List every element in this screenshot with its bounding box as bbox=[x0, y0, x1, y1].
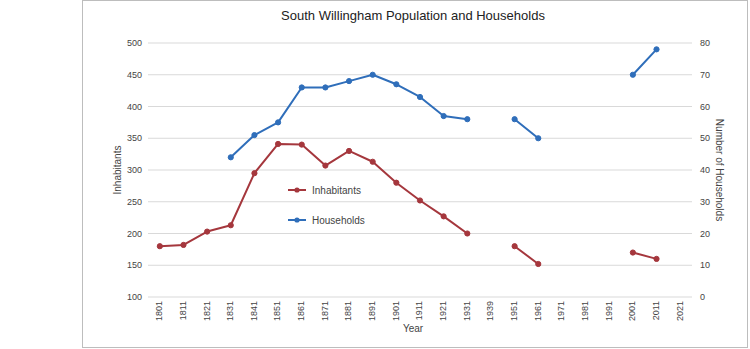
x-tick-label: 1811 bbox=[178, 301, 188, 320]
y-tick-label: 400 bbox=[127, 102, 142, 112]
x-tick-label: 1951 bbox=[509, 301, 519, 321]
y2-tick-label: 80 bbox=[700, 38, 710, 48]
y2-tick-label: 60 bbox=[700, 102, 710, 112]
series-marker bbox=[630, 72, 635, 77]
series-marker bbox=[275, 120, 280, 125]
grid-line bbox=[148, 43, 692, 44]
y-tick-label: 450 bbox=[127, 70, 142, 80]
x-tick-label: 1861 bbox=[296, 301, 306, 321]
y2-axis-label: Number of Households bbox=[714, 119, 725, 221]
y2-tick-label: 30 bbox=[700, 197, 710, 207]
series-marker bbox=[465, 231, 470, 236]
series-marker bbox=[536, 136, 541, 141]
grid-line bbox=[148, 138, 692, 139]
y-axis-label: Inhabitants bbox=[112, 146, 123, 195]
series-marker bbox=[252, 132, 257, 137]
x-axis-label: Year bbox=[403, 323, 424, 334]
series-line bbox=[231, 49, 657, 157]
y2-tick-label: 10 bbox=[700, 260, 710, 270]
y2-tick-label: 20 bbox=[700, 229, 710, 239]
series-marker bbox=[370, 72, 375, 77]
series-marker bbox=[323, 163, 328, 168]
legend-label: Inhabitants bbox=[312, 185, 361, 196]
chart: South Willingham Population and Househol… bbox=[0, 0, 750, 349]
x-tick-label: 1921 bbox=[438, 301, 448, 321]
x-tick-label: 1851 bbox=[272, 301, 282, 321]
plot-area bbox=[157, 47, 659, 267]
x-tick-label: 1991 bbox=[604, 301, 614, 321]
y-tick-label: 350 bbox=[127, 133, 142, 143]
series-marker bbox=[181, 242, 186, 247]
grid-line bbox=[148, 233, 692, 234]
x-tick-label: 1831 bbox=[225, 301, 235, 321]
x-tick-label: 1971 bbox=[556, 301, 566, 321]
x-tick-label: 1881 bbox=[343, 301, 353, 321]
series-marker bbox=[157, 244, 162, 249]
y-tick-label: 500 bbox=[127, 38, 142, 48]
x-tick-label: 2001 bbox=[627, 301, 637, 321]
series-marker bbox=[654, 47, 659, 52]
series-marker bbox=[441, 113, 446, 118]
y-tick-label: 150 bbox=[127, 260, 142, 270]
legend-label: Households bbox=[312, 215, 365, 226]
x-tick-label: 1801 bbox=[154, 301, 164, 321]
series-marker bbox=[323, 85, 328, 90]
grid-line bbox=[148, 106, 692, 107]
series-marker bbox=[394, 180, 399, 185]
series-marker bbox=[299, 142, 304, 147]
y2-tick-label: 70 bbox=[700, 70, 710, 80]
x-tick-label: 2021 bbox=[675, 301, 685, 321]
y-tick-label: 100 bbox=[127, 292, 142, 302]
title: South Willingham Population and Househol… bbox=[281, 8, 545, 23]
y-tick-label: 250 bbox=[127, 197, 142, 207]
x-tick-label: 1961 bbox=[533, 301, 543, 321]
x-tick-label: 1931 bbox=[462, 301, 472, 321]
series-marker bbox=[394, 82, 399, 87]
series-marker bbox=[654, 256, 659, 261]
series-marker bbox=[370, 159, 375, 164]
series-marker bbox=[465, 117, 470, 122]
x-tick-label: 2011 bbox=[651, 301, 661, 320]
series-marker bbox=[228, 223, 233, 228]
x-tick-label: 1981 bbox=[580, 301, 590, 321]
grid-line bbox=[148, 170, 692, 171]
grid-line bbox=[148, 297, 692, 298]
x-tick-label: 1939 bbox=[485, 301, 495, 321]
x-tick-label: 1821 bbox=[202, 301, 212, 321]
legend-marker bbox=[294, 217, 299, 222]
series-marker bbox=[205, 229, 210, 234]
x-tick-label: 1841 bbox=[249, 301, 259, 321]
legend-marker bbox=[294, 187, 299, 192]
y-tick-label: 200 bbox=[127, 229, 142, 239]
series-marker bbox=[299, 85, 304, 90]
series-marker bbox=[512, 117, 517, 122]
series-marker bbox=[536, 261, 541, 266]
series-marker bbox=[252, 171, 257, 176]
series-line bbox=[160, 144, 657, 264]
series-marker bbox=[417, 94, 422, 99]
series-marker bbox=[441, 214, 446, 219]
grid-line bbox=[148, 265, 692, 266]
grid-line bbox=[148, 74, 692, 75]
y2-tick-label: 0 bbox=[700, 292, 705, 302]
series-marker bbox=[275, 141, 280, 146]
chart-frame bbox=[83, 1, 748, 348]
x-tick-label: 1871 bbox=[320, 301, 330, 321]
series-marker bbox=[228, 155, 233, 160]
x-tick-label: 1911 bbox=[414, 301, 424, 320]
y2-tick-label: 40 bbox=[700, 165, 710, 175]
series-marker bbox=[512, 244, 517, 249]
series-marker bbox=[346, 148, 351, 153]
x-tick-label: 1901 bbox=[391, 301, 401, 321]
series-marker bbox=[630, 250, 635, 255]
series-marker bbox=[346, 79, 351, 84]
x-tick-label: 1891 bbox=[367, 301, 377, 321]
y-tick-label: 300 bbox=[127, 165, 142, 175]
series-marker bbox=[417, 198, 422, 203]
y2-tick-label: 50 bbox=[700, 133, 710, 143]
